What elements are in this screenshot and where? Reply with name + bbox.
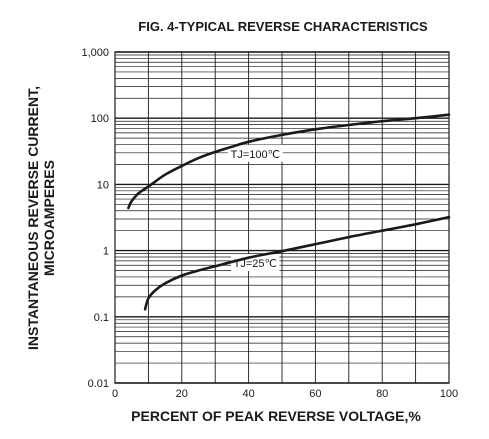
annotation-background <box>227 144 283 162</box>
x-tick-label: 100 <box>440 388 458 400</box>
plot-frame <box>114 51 450 384</box>
annotation-label-2: TJ=25℃ <box>234 258 277 270</box>
x-tick-label: 60 <box>309 388 321 400</box>
y-tick-label: 0.01 <box>88 378 109 390</box>
major-grid <box>115 51 449 384</box>
annotations: TJ=100℃ TJ=25℃ <box>231 149 280 270</box>
x-tick-label: 80 <box>376 388 388 400</box>
y-tick-label: 100 <box>91 113 109 125</box>
x-tick-labels: 0 20 40 60 80 100 <box>112 388 458 400</box>
x-axis-label: PERCENT OF PEAK REVERSE VOLTAGE,% <box>131 408 421 424</box>
y-tick-label: 0.1 <box>94 312 109 324</box>
y-tick-label: 1 <box>103 246 109 258</box>
x-tick-label: 40 <box>242 388 254 400</box>
series-line-2 <box>143 215 451 311</box>
chart-title: FIG. 4-TYPICAL REVERSE CHARACTERISTICS <box>138 19 428 34</box>
x-tick-label: 20 <box>176 388 188 400</box>
series-line-1 <box>127 113 451 210</box>
y-tick-label: 1,000 <box>81 47 109 59</box>
x-tick-label: 0 <box>112 388 118 400</box>
y-axis-label: INSTANTANEOUS REVERSE CURRENT, MICROAMPE… <box>25 86 57 350</box>
annotation-label-1: TJ=100℃ <box>231 149 280 161</box>
y-tick-label: 10 <box>97 179 109 191</box>
series-lines <box>127 113 451 311</box>
y-axis-label-line-1: INSTANTANEOUS REVERSE CURRENT, <box>25 86 41 350</box>
y-tick-labels: 0.01 0.1 1 10 100 1,000 <box>81 47 109 390</box>
y-axis-label-line-2: MICROAMPERES <box>41 160 57 276</box>
